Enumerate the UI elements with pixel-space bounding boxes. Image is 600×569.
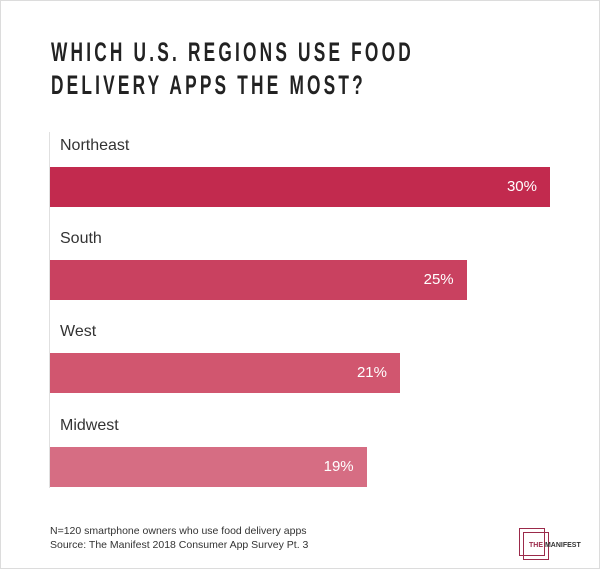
category-label-midwest: Midwest <box>60 417 119 434</box>
logo-the: THE <box>529 542 543 549</box>
logo-name: MANIFEST <box>544 542 581 549</box>
logo-text: THE MANIFEST <box>529 542 581 549</box>
the-manifest-logo: THE MANIFEST <box>519 528 589 560</box>
footnote: N=120 smartphone owners who use food del… <box>50 524 308 552</box>
chart-title: WHICH U.S. REGIONS USE FOOD DELIVERY APP… <box>51 36 414 102</box>
sample-note: N=120 smartphone owners who use food del… <box>50 525 307 537</box>
logo-square-front <box>523 532 549 560</box>
logo-square-back <box>519 528 545 556</box>
value-label-south: 25% <box>423 271 454 288</box>
bar-south: 25% <box>50 260 467 300</box>
category-label-south: South <box>60 230 102 247</box>
bar-west: 21% <box>50 353 400 393</box>
title-line-2: DELIVERY APPS THE MOST? <box>51 70 366 100</box>
value-label-midwest: 19% <box>323 458 354 475</box>
category-label-west: West <box>60 323 97 340</box>
y-axis-line <box>49 132 50 488</box>
category-label-northeast: Northeast <box>60 137 130 154</box>
value-label-west: 21% <box>356 364 387 381</box>
value-label-northeast: 30% <box>506 178 537 195</box>
source-note: Source: The Manifest 2018 Consumer App S… <box>50 539 309 551</box>
title-line-1: WHICH U.S. REGIONS USE FOOD <box>51 37 414 67</box>
bar-northeast: 30% <box>50 167 550 207</box>
bar-midwest: 19% <box>50 447 367 487</box>
